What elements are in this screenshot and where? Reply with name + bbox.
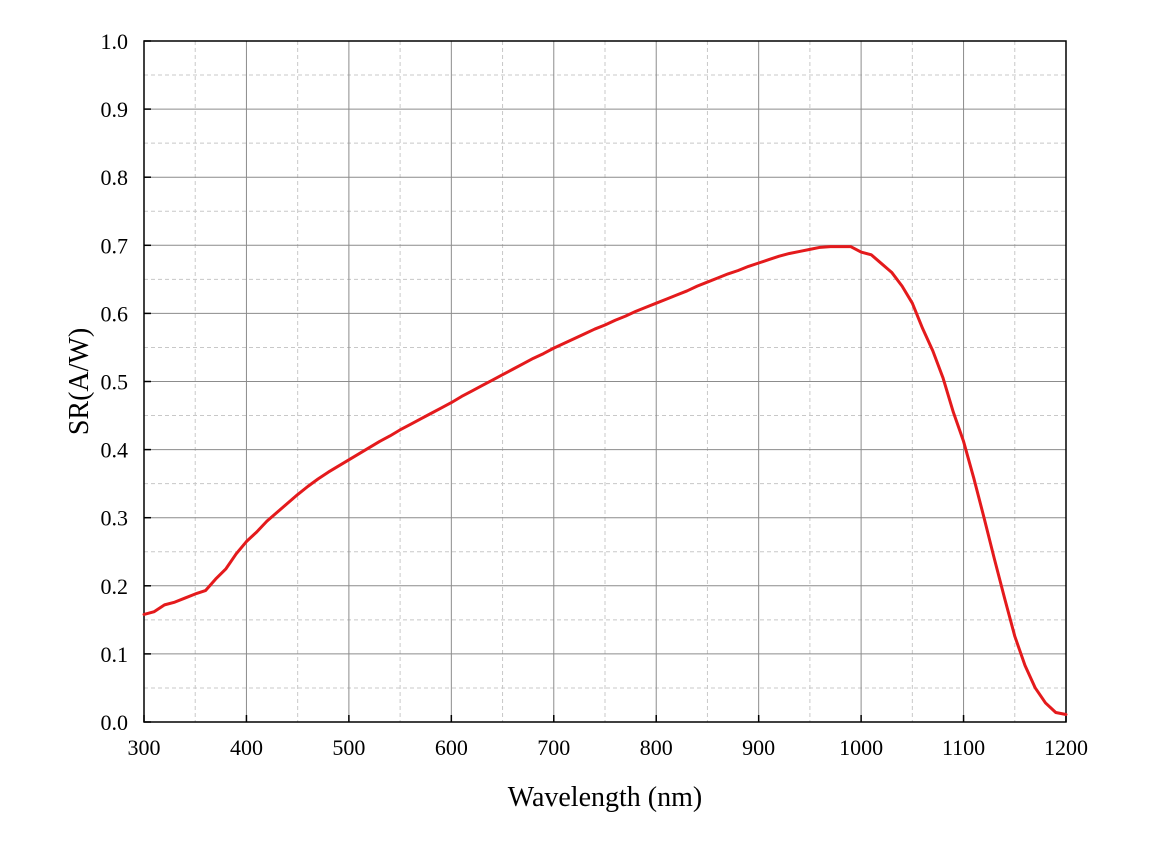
x-tick-label: 1000 (839, 735, 883, 760)
y-tick-label: 0.2 (101, 574, 129, 599)
x-tick-label: 1200 (1044, 735, 1088, 760)
x-tick-label: 400 (230, 735, 263, 760)
y-tick-label: 0.3 (101, 506, 129, 531)
x-tick-label: 300 (128, 735, 161, 760)
x-axis-title: Wavelength (nm) (508, 782, 702, 813)
spectral-response-line (142, 245, 1068, 717)
y-tick-label: 0.9 (101, 97, 129, 122)
x-tick-labels: 300 400 500 600 700 800 900 1000 1100 1200 (128, 735, 1089, 760)
x-tick-label: 500 (332, 735, 365, 760)
x-tick-label: 1100 (942, 735, 985, 760)
y-axis-title: SR(A/W) (64, 328, 95, 435)
y-tick-label: 0.1 (101, 642, 129, 667)
series-layer (142, 245, 1068, 717)
axis-ticks (143, 40, 1067, 723)
y-tick-label: 0.8 (101, 165, 129, 190)
x-tick-label: 800 (640, 735, 673, 760)
y-tick-label: 1.0 (101, 29, 129, 54)
x-tick-label: 700 (537, 735, 570, 760)
major-grid (143, 40, 1067, 723)
x-tick-label: 900 (742, 735, 775, 760)
y-tick-labels: 0.0 0.1 0.2 0.3 0.4 0.5 0.6 0.7 0.8 0.9 1.0 (101, 29, 129, 735)
y-tick-label: 0.7 (101, 233, 129, 258)
minor-grid (144, 41, 1066, 722)
y-tick-label: 0.5 (101, 370, 129, 395)
x-tick-label: 600 (435, 735, 468, 760)
y-tick-label: 0.0 (101, 710, 129, 735)
y-tick-label: 0.6 (101, 301, 129, 326)
y-tick-label: 0.4 (101, 438, 129, 463)
